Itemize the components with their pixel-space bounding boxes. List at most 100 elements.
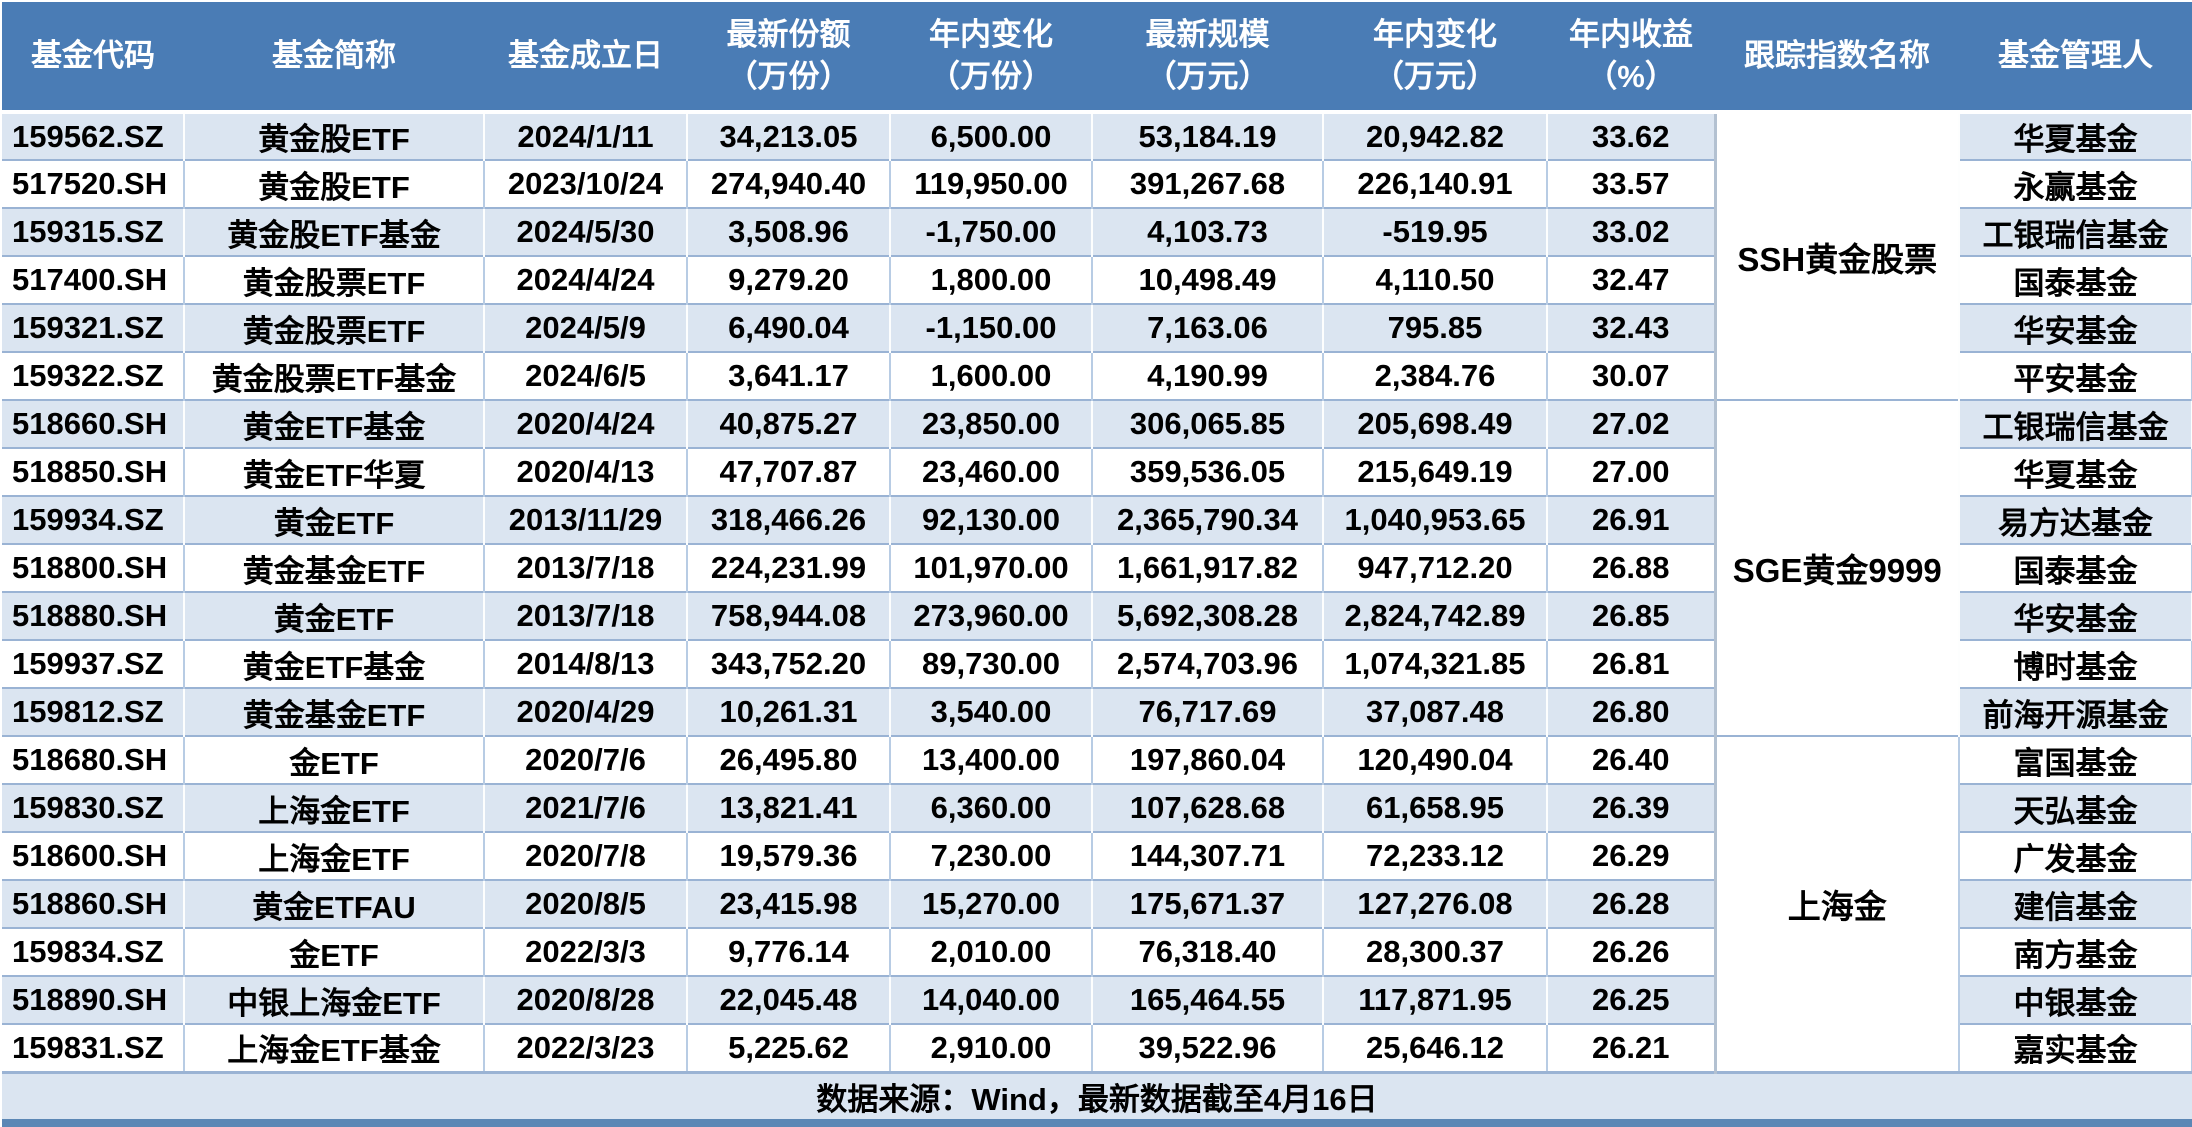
header-sublabel: （万元） xyxy=(1373,59,1497,94)
cell-fund-code: 518680.SH xyxy=(2,735,185,784)
cell-fund-manager: 华夏基金 xyxy=(1959,447,2192,496)
header-label: 跟踪指数名称 xyxy=(1744,38,1930,74)
cell-latest-shares: 47,707.87 xyxy=(687,447,891,496)
cell-fund-manager: 嘉实基金 xyxy=(1959,1023,2192,1072)
cell-ytd-return: 26.21 xyxy=(1547,1023,1716,1072)
cell-inception-date: 2020/4/29 xyxy=(484,687,688,736)
cell-fund-code: 159315.SZ xyxy=(2,207,185,256)
cell-latest-shares: 9,279.20 xyxy=(687,255,891,304)
cell-shares-change: 7,230.00 xyxy=(890,831,1093,880)
cell-fund-code: 518880.SH xyxy=(2,591,185,640)
cell-latest-scale: 4,190.99 xyxy=(1092,351,1324,400)
column-header-latest-shares: 最新份额 （万份） xyxy=(687,2,890,114)
cell-latest-scale: 197,860.04 xyxy=(1092,735,1324,784)
table-row: 518660.SH 黄金ETF基金 2020/4/24 40,875.27 23,850… xyxy=(2,399,2192,736)
cell-fund-code: 518800.SH xyxy=(2,543,185,592)
cell-inception-date: 2014/8/13 xyxy=(484,639,688,688)
cell-latest-shares: 3,641.17 xyxy=(687,351,891,400)
table-row: 518680.SH 金ETF 2020/7/6 26,495.80 13,400.00 1… xyxy=(2,735,2192,1072)
cell-ytd-return: 32.47 xyxy=(1547,255,1716,304)
cell-fund-manager: 华安基金 xyxy=(1959,303,2192,352)
cell-scale-change: 226,140.91 xyxy=(1323,159,1548,208)
cell-fund-manager: 永赢基金 xyxy=(1959,159,2192,208)
cell-ytd-return: 26.81 xyxy=(1547,639,1716,688)
cell-shares-change: 23,460.00 xyxy=(890,447,1093,496)
cell-inception-date: 2020/4/13 xyxy=(484,447,688,496)
cell-shares-change: -1,750.00 xyxy=(890,207,1093,256)
cell-fund-code: 159937.SZ xyxy=(2,639,185,688)
header-label: 年内变化 xyxy=(1373,17,1497,53)
cell-latest-shares: 34,213.05 xyxy=(687,111,891,160)
cell-inception-date: 2024/5/30 xyxy=(484,207,688,256)
cell-latest-scale: 10,498.49 xyxy=(1092,255,1324,304)
cell-fund-name: 黄金基金ETF xyxy=(184,687,485,736)
cell-fund-code: 159322.SZ xyxy=(2,351,185,400)
cell-fund-name: 黄金股票ETF xyxy=(184,303,485,352)
cell-fund-code: 518600.SH xyxy=(2,831,185,880)
cell-latest-shares: 26,495.80 xyxy=(687,735,891,784)
cell-fund-manager: 建信基金 xyxy=(1959,879,2192,928)
cell-shares-change: 101,970.00 xyxy=(890,543,1093,592)
cell-latest-shares: 9,776.14 xyxy=(687,927,891,976)
table-row: 517520.SH 黄金股ETF 2023/10/24 274,940.40 119,9… xyxy=(2,159,2192,208)
cell-latest-scale: 2,574,703.96 xyxy=(1092,639,1324,688)
header-label: 最新规模 xyxy=(1145,17,1270,53)
cell-fund-code: 159831.SZ xyxy=(2,1023,185,1072)
cell-scale-change: 947,712.20 xyxy=(1323,543,1548,592)
cell-latest-scale: 53,184.19 xyxy=(1092,111,1324,160)
cell-shares-change: 273,960.00 xyxy=(890,591,1093,640)
cell-shares-change: 2,910.00 xyxy=(890,1023,1093,1072)
cell-latest-scale: 306,065.85 xyxy=(1092,399,1324,448)
cell-ytd-return: 26.88 xyxy=(1547,543,1716,592)
cell-ytd-return: 26.25 xyxy=(1547,975,1716,1024)
cell-latest-scale: 7,163.06 xyxy=(1092,303,1324,352)
cell-latest-shares: 758,944.08 xyxy=(687,591,891,640)
table-row: 518860.SH 黄金ETFAU 2020/8/5 23,415.98 15,270.… xyxy=(2,879,2192,928)
cell-ytd-return: 30.07 xyxy=(1547,351,1716,400)
cell-fund-code: 518850.SH xyxy=(2,447,185,496)
table-row: 517400.SH 黄金股票ETF 2024/4/24 9,279.20 1,800.0… xyxy=(2,255,2192,304)
cell-shares-change: 89,730.00 xyxy=(890,639,1093,688)
column-header-fund-manager: 基金管理人 xyxy=(1959,2,2192,114)
cell-scale-change: 61,658.95 xyxy=(1323,783,1548,832)
cell-shares-change: 23,850.00 xyxy=(890,399,1093,448)
table-row: 159937.SZ 黄金ETF基金 2014/8/13 343,752.20 89,73… xyxy=(2,639,2192,688)
cell-latest-scale: 165,464.55 xyxy=(1092,975,1324,1024)
cell-latest-scale: 39,522.96 xyxy=(1092,1023,1324,1072)
cell-inception-date: 2024/6/5 xyxy=(484,351,688,400)
cell-fund-name: 黄金股票ETF xyxy=(184,255,485,304)
cell-ytd-return: 33.02 xyxy=(1547,207,1716,256)
cell-shares-change: 92,130.00 xyxy=(890,495,1093,544)
cell-fund-code: 518860.SH xyxy=(2,879,185,928)
cell-tracking-index: 上海金 xyxy=(1713,735,1960,1072)
cell-inception-date: 2020/7/8 xyxy=(484,831,688,880)
cell-fund-manager: 工银瑞信基金 xyxy=(1959,207,2192,256)
cell-shares-change: 3,540.00 xyxy=(890,687,1093,736)
cell-inception-date: 2013/7/18 xyxy=(484,591,688,640)
header-row: 基金代码 基金简称 基金成立日 最新份额 （万份） 年内变化 （万份） 最新规模 （万… xyxy=(2,2,2192,114)
cell-fund-code: 159834.SZ xyxy=(2,927,185,976)
cell-latest-shares: 40,875.27 xyxy=(687,399,891,448)
cell-fund-manager: 国泰基金 xyxy=(1959,543,2192,592)
table-row: 159834.SZ 金ETF 2022/3/3 9,776.14 2,010.00 76,… xyxy=(2,927,2192,976)
cell-fund-name: 金ETF xyxy=(184,927,485,976)
cell-inception-date: 2024/1/11 xyxy=(484,111,688,160)
table-row: 159812.SZ 黄金基金ETF 2020/4/29 10,261.31 3,540.… xyxy=(2,687,2192,736)
cell-ytd-return: 33.57 xyxy=(1547,159,1716,208)
cell-latest-shares: 318,466.26 xyxy=(687,495,891,544)
cell-inception-date: 2013/11/29 xyxy=(484,495,688,544)
cell-scale-change: 215,649.19 xyxy=(1323,447,1548,496)
cell-shares-change: 1,800.00 xyxy=(890,255,1093,304)
cell-latest-shares: 5,225.62 xyxy=(687,1023,891,1072)
cell-latest-shares: 10,261.31 xyxy=(687,687,891,736)
column-header-ytd-return: 年内收益 （%） xyxy=(1547,2,1715,114)
cell-fund-manager: 博时基金 xyxy=(1959,639,2192,688)
cell-scale-change: 2,384.76 xyxy=(1323,351,1548,400)
cell-fund-name: 黄金股票ETF基金 xyxy=(184,351,485,400)
cell-latest-scale: 359,536.05 xyxy=(1092,447,1324,496)
table-header: 基金代码 基金简称 基金成立日 最新份额 （万份） 年内变化 （万份） 最新规模 （万… xyxy=(2,2,2192,114)
cell-fund-code: 159812.SZ xyxy=(2,687,185,736)
cell-inception-date: 2022/3/3 xyxy=(484,927,688,976)
table-body: 159562.SZ 黄金股ETF 2024/1/11 34,213.05 6,500.0… xyxy=(2,111,2192,1072)
cell-scale-change: 72,233.12 xyxy=(1323,831,1548,880)
